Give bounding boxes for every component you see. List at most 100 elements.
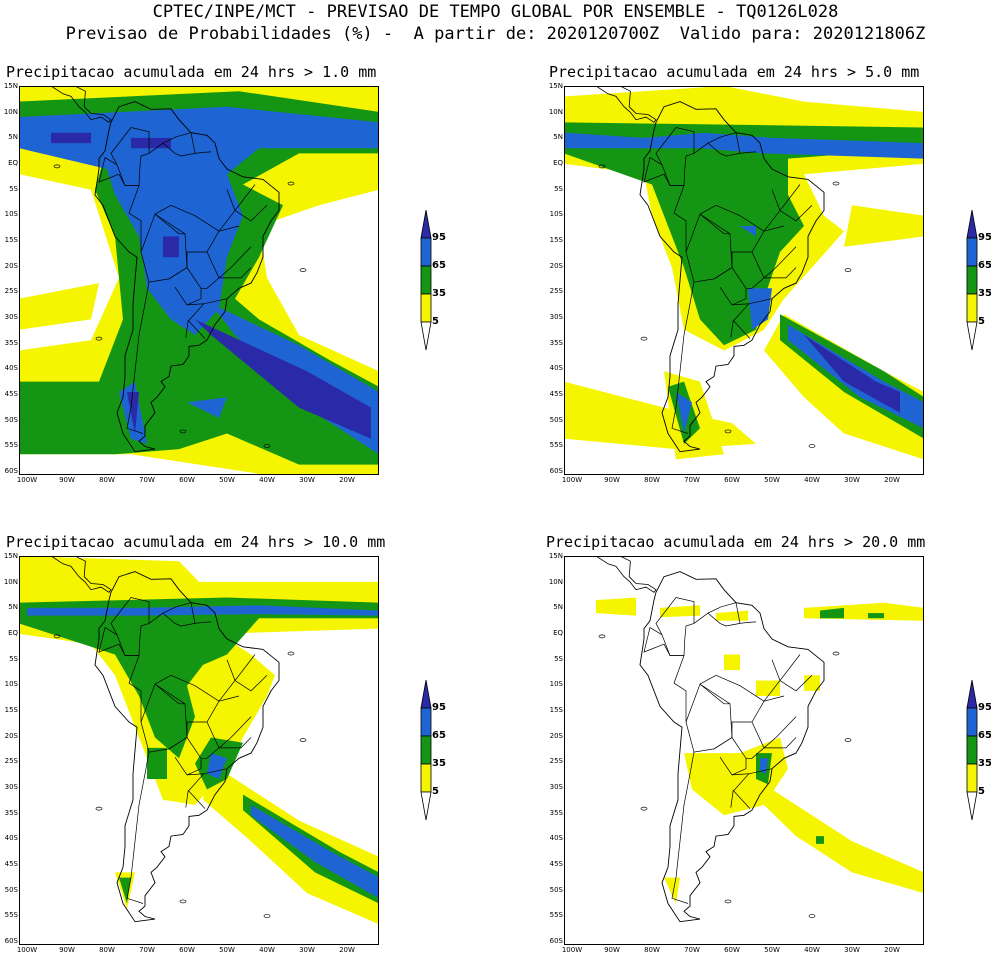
lon-tick-label: 50W	[764, 946, 780, 954]
country-border	[128, 185, 142, 252]
panel-2-map	[564, 86, 924, 475]
probability-area-darkblue	[131, 137, 171, 149]
coastline-central-america	[596, 87, 657, 123]
lon-tick-label: 30W	[299, 476, 315, 484]
lon-tick-label: 80W	[99, 476, 115, 484]
probability-area-yellow	[664, 877, 680, 904]
legend-swatch-95	[966, 209, 978, 239]
probability-area-darkblue	[195, 319, 371, 439]
country-border	[154, 674, 172, 685]
legend-label: 95	[432, 232, 446, 243]
panel-4-legend: 95 65 35 5	[966, 679, 991, 830]
legend-swatch-95	[966, 679, 978, 709]
country-border	[764, 267, 797, 279]
country-border	[194, 189, 236, 232]
lat-tick-label: 20S	[4, 261, 18, 270]
probability-area-yellow	[844, 205, 923, 247]
lat-tick-label: 10N	[548, 107, 563, 116]
legend-swatch-5	[420, 293, 432, 323]
legend-label: 35	[978, 758, 991, 769]
lat-tick-label: 10S	[4, 210, 18, 219]
country-border	[206, 225, 252, 279]
country-border	[201, 747, 220, 759]
country-border	[713, 267, 747, 306]
map-canvas	[565, 87, 923, 460]
country-border	[219, 267, 252, 279]
country-border	[746, 277, 765, 289]
lat-tick-label: 35S	[4, 808, 18, 817]
country-border	[673, 185, 687, 252]
probability-area-yellow	[565, 381, 756, 450]
lat-tick-label: 5S	[554, 184, 563, 193]
legend-label: 5	[432, 786, 439, 797]
lat-tick-label: 5S	[9, 184, 18, 193]
lon-tick-label: 50W	[219, 476, 235, 484]
lat-tick-label: 15S	[4, 236, 18, 244]
country-border	[779, 654, 813, 692]
lat-tick-label: 55S	[549, 911, 563, 920]
lon-tick-label: 60W	[179, 476, 195, 484]
island	[95, 806, 103, 811]
country-border	[194, 659, 236, 702]
coastline	[94, 571, 280, 923]
legend-swatch-65	[420, 707, 432, 737]
legend-label: 35	[432, 758, 446, 769]
probability-area-yellow	[20, 283, 99, 330]
country-border	[126, 752, 150, 904]
country-border	[655, 597, 695, 656]
legend-colorbar	[966, 679, 978, 821]
country-border	[739, 659, 781, 702]
legend-swatch-95	[420, 209, 432, 239]
lat-tick-label: 60S	[549, 467, 563, 475]
country-border	[154, 213, 185, 235]
lat-tick-label: EQ	[553, 629, 563, 637]
lon-tick-label: 90W	[59, 946, 75, 954]
lat-tick-label: 45S	[4, 860, 18, 868]
probability-area-blue	[740, 226, 756, 237]
lat-tick-label: 50S	[549, 885, 563, 894]
lat-tick-label: 30S	[4, 783, 18, 791]
probability-area-darkblue	[804, 335, 900, 413]
legend-swatch-35	[420, 265, 432, 295]
lon-tick-label: 40W	[804, 476, 820, 484]
probability-area-yellow	[596, 597, 636, 616]
probability-area-yellow	[716, 610, 748, 621]
legend-swatch-5	[966, 763, 978, 793]
lon-tick-label: 80W	[99, 946, 115, 954]
country-border	[707, 142, 741, 157]
lon-tick-label: 20W	[884, 946, 900, 954]
island	[53, 164, 61, 169]
country-border	[699, 213, 730, 235]
panel-2-title: Precipitacao acumulada em 24 hrs > 5.0 m…	[549, 63, 920, 81]
lon-tick-label: 70W	[684, 476, 700, 484]
island	[263, 914, 271, 918]
legend-label: 95	[432, 702, 446, 713]
probability-area-green	[20, 597, 378, 759]
country-border	[186, 721, 207, 738]
country-border	[730, 789, 751, 809]
country-border	[748, 298, 773, 305]
country-border	[206, 695, 252, 749]
lon-tick-label: 90W	[59, 476, 75, 484]
country-border	[98, 627, 126, 656]
lat-tick-label: 35S	[549, 808, 563, 817]
lat-tick-label: 20S	[4, 731, 18, 740]
island	[844, 268, 852, 272]
country-border	[707, 612, 741, 627]
lat-tick-label: 35S	[549, 338, 563, 347]
probability-area-blue	[207, 753, 227, 779]
island	[598, 634, 606, 639]
header-line-1: CPTEC/INPE/MCT - PREVISAO DE TEMPO GLOBA…	[152, 2, 839, 22]
legend-swatch-below-5	[966, 321, 978, 351]
country-border	[170, 674, 196, 687]
country-border	[643, 627, 671, 656]
map-canvas	[596, 557, 923, 923]
legend-swatch-35	[966, 265, 978, 295]
probability-area-darkblue	[127, 392, 139, 434]
lat-tick-label: 5S	[9, 654, 18, 663]
lon-tick-label: 90W	[604, 476, 620, 484]
lon-tick-label: 60W	[724, 476, 740, 484]
legend-colorbar	[966, 209, 978, 351]
island	[640, 806, 648, 811]
island	[724, 429, 732, 434]
